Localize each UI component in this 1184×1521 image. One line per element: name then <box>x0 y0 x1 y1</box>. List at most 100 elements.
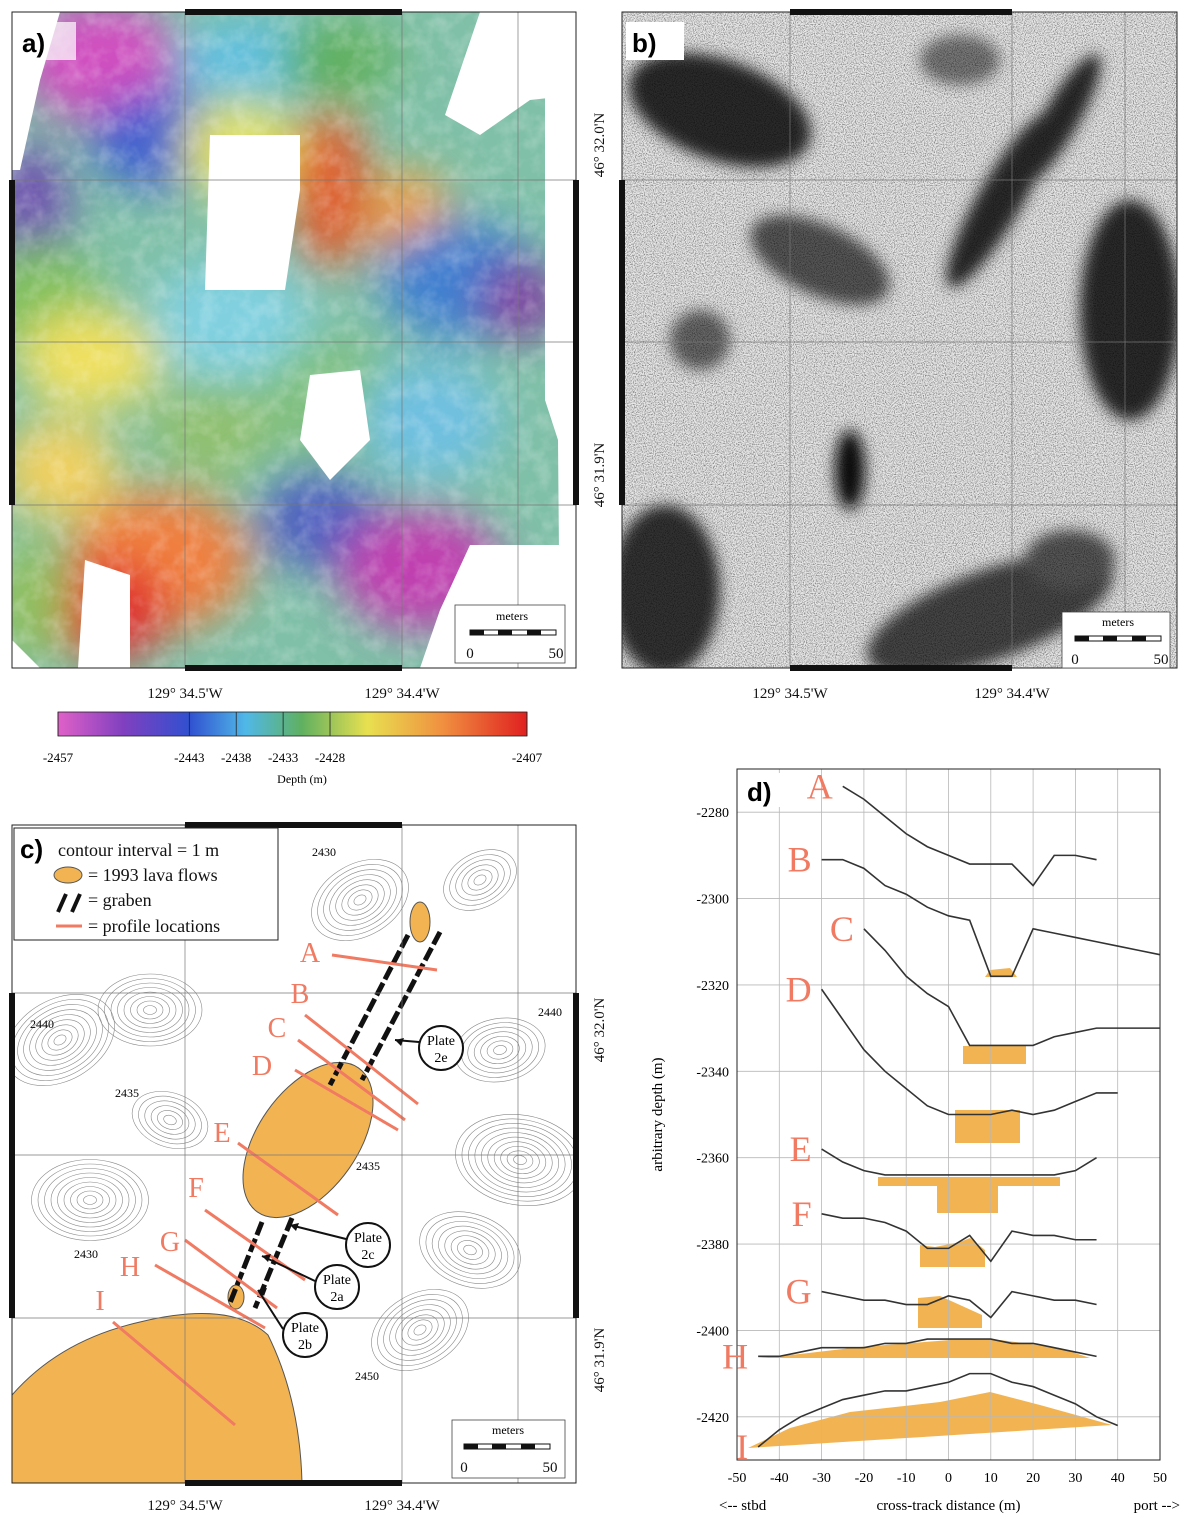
plate-label: 2b <box>298 1338 312 1353</box>
x-tick-label: 20 <box>1026 1471 1040 1486</box>
panel-d: -50 -40 -30 -20 -10 0 10 20 30 40 50 -2280 -2300 -232… <box>650 766 1180 1514</box>
scale-title: meters <box>496 609 528 623</box>
x-annotation: <-- stbd <box>719 1498 767 1514</box>
plate-label: Plate <box>354 1231 382 1246</box>
contour-label: 2435 <box>115 1086 139 1100</box>
contour-label: 2435 <box>356 1159 380 1173</box>
sidescan-image <box>610 12 1180 702</box>
legend-text: = profile locations <box>88 916 220 936</box>
plate-label: Plate <box>291 1321 319 1336</box>
y-tick-label: -2420 <box>696 1411 729 1426</box>
series-label: I <box>736 1427 748 1467</box>
legend-text: = 1993 lava flows <box>88 865 218 885</box>
contour-label: 2440 <box>30 1017 54 1031</box>
scale-title: meters <box>492 1423 524 1437</box>
x-tick-label: 30 <box>1068 1471 1082 1486</box>
series-label: F <box>792 1194 812 1234</box>
lat-label: 46° 32.0'N <box>592 998 608 1063</box>
lon-label: 129° 34.4'W <box>364 1498 440 1514</box>
profile-label: H <box>120 1252 140 1283</box>
colorbar-ramp <box>58 712 527 736</box>
colorbar-tick-label: -2438 <box>221 750 251 765</box>
colorbar-tick-label: -2407 <box>512 750 543 765</box>
x-tick-label: -30 <box>812 1471 831 1486</box>
plate-label: Plate <box>323 1273 351 1288</box>
panel-b: b) 129° 34.5'W 129° 34.4'W meters 0 50 <box>610 12 1180 702</box>
panel-label: b) <box>632 28 657 58</box>
y-tick-label: -2320 <box>696 979 729 994</box>
scale-tick: 50 <box>549 646 564 662</box>
lat-label: 46° 31.9'N <box>592 443 608 508</box>
y-tick-label: -2280 <box>696 806 729 821</box>
legend-text: contour interval = 1 m <box>58 840 219 860</box>
colorbar-tick-label: -2443 <box>174 750 204 765</box>
figure: a) 46° 32.0'N 46° 31.9'N 129° 34.5'W 129… <box>0 0 1184 1521</box>
panel-label: c) <box>20 834 43 864</box>
series-label: A <box>807 766 833 806</box>
scale-tick: 0 <box>1071 652 1079 668</box>
series-label: G <box>786 1272 812 1312</box>
colorbar-tick-label: -2433 <box>268 750 298 765</box>
plate-label: Plate <box>427 1034 455 1049</box>
y-tick-label: -2380 <box>696 1238 729 1253</box>
lon-label: 129° 34.5'W <box>147 686 223 702</box>
colorbar: Depth (m) -2457 -2443 -2438 -2433 -2428 -2407 <box>43 712 543 786</box>
profile-label: E <box>213 1118 230 1149</box>
profile-label: F <box>188 1173 204 1204</box>
lat-label: 46° 31.9'N <box>592 1328 608 1393</box>
profile-label: A <box>300 938 321 969</box>
profile-line <box>843 786 1097 885</box>
profile-label: C <box>268 1013 287 1044</box>
x-tick-label: 40 <box>1111 1471 1125 1486</box>
x-axis-label: cross-track distance (m) <box>876 1498 1020 1514</box>
panel-c: c) contour interval = 1 m = 1993 lava fl… <box>0 825 608 1514</box>
profile-label: B <box>291 979 310 1010</box>
page: a) 46° 32.0'N 46° 31.9'N 129° 34.5'W 129… <box>0 0 1184 1521</box>
x-tick-label: 50 <box>1153 1471 1167 1486</box>
series-label: C <box>830 909 854 949</box>
panel-label: d) <box>747 777 772 807</box>
contour-label: 2430 <box>312 845 336 859</box>
y-tick-label: -2340 <box>696 1065 729 1080</box>
plate-label: 2c <box>361 1248 374 1263</box>
scale-tick: 0 <box>466 646 474 662</box>
x-tick-label: -40 <box>770 1471 789 1486</box>
contour-label: 2450 <box>355 1369 379 1383</box>
y-tick-label: -2300 <box>696 893 729 908</box>
lon-label: 129° 34.4'W <box>364 686 440 702</box>
scale-bar: meters 0 50 <box>1062 612 1170 668</box>
scale-tick: 50 <box>1154 652 1169 668</box>
scale-tick: 50 <box>543 1460 558 1476</box>
contour-label: 2440 <box>538 1005 562 1019</box>
scale-bar: meters 0 50 <box>455 605 565 663</box>
x-tick-label: 0 <box>945 1471 952 1486</box>
scale-bar: meters 0 50 <box>452 1420 565 1478</box>
profile-line <box>822 1149 1097 1175</box>
y-tick-label: -2360 <box>696 1152 729 1167</box>
colorbar-tick-label: -2457 <box>43 750 74 765</box>
legend-text: = graben <box>88 890 152 910</box>
scale-tick: 0 <box>460 1460 468 1476</box>
colorbar-tick-label: -2428 <box>315 750 345 765</box>
panel-label: a) <box>22 28 45 58</box>
legend: c) contour interval = 1 m = 1993 lava fl… <box>14 828 278 940</box>
x-tick-label: -50 <box>728 1471 747 1486</box>
plate-label: 2a <box>330 1290 344 1305</box>
y-axis-label: arbitrary depth (m) <box>650 1057 666 1171</box>
series-label: H <box>722 1336 748 1376</box>
x-tick-label: 10 <box>984 1471 998 1486</box>
x-tick-label: -20 <box>855 1471 874 1486</box>
bathymetry-map <box>0 0 576 668</box>
series-label: D <box>786 969 812 1009</box>
plate-label: 2e <box>434 1051 447 1066</box>
lon-label: 129° 34.5'W <box>147 1498 223 1514</box>
panel-a: a) 46° 32.0'N 46° 31.9'N 129° 34.5'W 129… <box>0 0 608 702</box>
colorbar-label: Depth (m) <box>277 772 327 786</box>
contour-label: 2430 <box>74 1247 98 1261</box>
series-label: B <box>788 840 812 880</box>
profile-label: D <box>252 1051 272 1082</box>
lat-label: 46° 32.0'N <box>592 113 608 178</box>
profile-label: G <box>160 1227 180 1258</box>
x-tick-label: -10 <box>897 1471 916 1486</box>
x-annotation: port --> <box>1134 1498 1180 1514</box>
